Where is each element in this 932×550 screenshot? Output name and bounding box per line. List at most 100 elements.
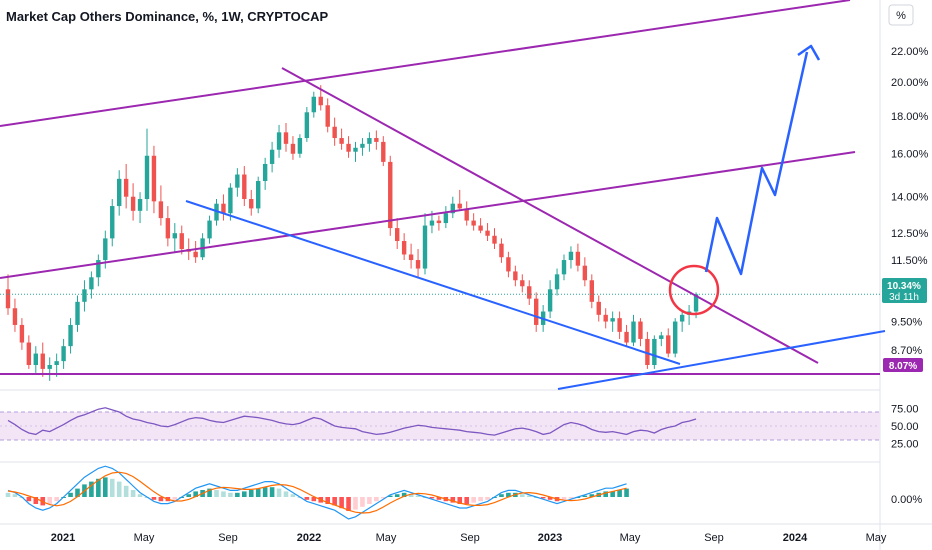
candle-body: [666, 335, 671, 354]
candle-body: [249, 199, 254, 209]
candle-body: [673, 321, 678, 354]
macd-pane: [5, 465, 629, 520]
candle-body: [547, 289, 553, 312]
macd-histogram-bar: [137, 494, 143, 497]
candle-body: [151, 155, 157, 202]
candle-body: [436, 220, 442, 224]
price-tick-label: 22.00%: [891, 46, 929, 58]
candle-body: [617, 318, 622, 332]
candle-body: [96, 260, 101, 278]
macd-histogram-bar: [214, 490, 219, 497]
candle-body: [228, 187, 233, 214]
candle-body: [464, 208, 469, 221]
chart-title: Market Cap Others Dominance, %, 1W, CRYP…: [6, 9, 329, 24]
macd-histogram-bar: [415, 495, 421, 497]
candle-body: [374, 138, 379, 142]
time-tick-label: Sep: [460, 532, 480, 544]
candle-body: [75, 301, 80, 325]
macd-histogram-bar: [276, 488, 282, 497]
candle-body: [408, 254, 414, 261]
candle-body: [353, 147, 358, 152]
rsi-pane: [7, 407, 697, 436]
macd-histogram-bar: [367, 497, 372, 504]
macd-histogram-bar: [464, 497, 469, 504]
candle-body: [207, 220, 212, 239]
macd-histogram-bar: [360, 497, 365, 507]
signal-line: [7, 471, 627, 514]
macd-histogram-bar: [401, 492, 407, 497]
rsi-band: [0, 411, 880, 441]
candle-body: [478, 225, 483, 231]
macd-histogram-bar: [193, 491, 198, 497]
macd-histogram-bar: [151, 497, 157, 500]
macd-histogram-bar: [262, 487, 268, 497]
macd-histogram-bar: [547, 497, 553, 500]
time-tick-label: Sep: [704, 532, 724, 544]
time-axis[interactable]: 2021 May Sep 2022 May Sep 2023 May Sep 2024 May: [51, 532, 887, 544]
macd-histogram-bar: [332, 497, 337, 506]
candle-body: [554, 274, 560, 290]
candle-body: [422, 225, 428, 269]
candle-body: [318, 96, 323, 106]
macd-histogram-bar: [450, 497, 456, 503]
macd-histogram-bar: [172, 497, 178, 500]
macd-histogram-bar: [103, 477, 108, 497]
macd-histogram-bar: [89, 481, 94, 497]
candle-body: [47, 365, 52, 369]
candle-body: [367, 138, 372, 144]
candle-body: [534, 298, 539, 325]
macd-histogram-bar: [109, 478, 115, 497]
projection-arrowhead: [797, 44, 821, 61]
candle-body: [520, 280, 525, 287]
macd-histogram-bar: [471, 497, 476, 503]
candle-body: [117, 178, 122, 207]
time-tick-label: 2023: [538, 532, 562, 544]
macd-histogram-bar: [561, 497, 567, 500]
candle-body: [589, 280, 594, 302]
bar-countdown: 3d 11h: [889, 292, 919, 303]
candle-body: [242, 174, 247, 200]
candle-body: [256, 181, 261, 209]
candle-body: [33, 353, 38, 366]
candle-body: [54, 361, 59, 366]
macd-histogram-bar: [624, 488, 629, 497]
macd-histogram-bar: [610, 491, 615, 497]
last-price-badge: 10.34% 3d 11h: [882, 278, 927, 303]
candle-body: [61, 346, 66, 362]
candle-body: [492, 235, 497, 244]
candle-body: [346, 143, 351, 152]
rsi-tick-label: 50.00: [891, 421, 919, 433]
macd-histogram-bar: [394, 494, 400, 497]
percent-scale-button[interactable]: %: [888, 4, 914, 26]
time-tick-label: 2022: [297, 532, 321, 544]
candle-body: [457, 203, 462, 209]
channel-upper-line: [0, 0, 851, 127]
candle-body: [471, 220, 476, 226]
macd-histogram-bar: [485, 497, 490, 500]
channel-lower-line: [0, 151, 856, 279]
macd-histogram-bar: [429, 497, 435, 499]
macd-histogram-bar: [304, 497, 310, 500]
macd-histogram-bar: [158, 497, 164, 502]
macd-histogram-bar: [339, 497, 344, 509]
macd-histogram-bar: [526, 495, 532, 497]
last-price-badge-bg: [882, 278, 927, 303]
macd-histogram-bar: [75, 488, 80, 497]
macd-histogram-bar: [457, 497, 463, 504]
candle-body: [103, 238, 108, 261]
macd-histogram-bar: [12, 494, 18, 497]
candle-body: [485, 230, 490, 236]
time-tick-label: May: [134, 532, 155, 544]
percent-scale-button-frame[interactable]: [888, 4, 914, 26]
macd-zero-label: 0.00%: [891, 494, 922, 506]
candle-body: [450, 203, 455, 214]
candle-body: [381, 141, 386, 162]
rsi-axis[interactable]: 75.00 50.00 25.00: [891, 404, 919, 451]
macd-histogram-bar: [116, 481, 122, 497]
macd-histogram-bar: [311, 497, 317, 502]
percent-scale-label[interactable]: %: [896, 10, 906, 22]
candle-body: [443, 213, 449, 224]
price-axis[interactable]: 22.00% 20.00% 18.00% 16.00% 14.00% 12.50% 11.5…: [891, 46, 929, 357]
macd-histogram-bar: [96, 478, 101, 497]
